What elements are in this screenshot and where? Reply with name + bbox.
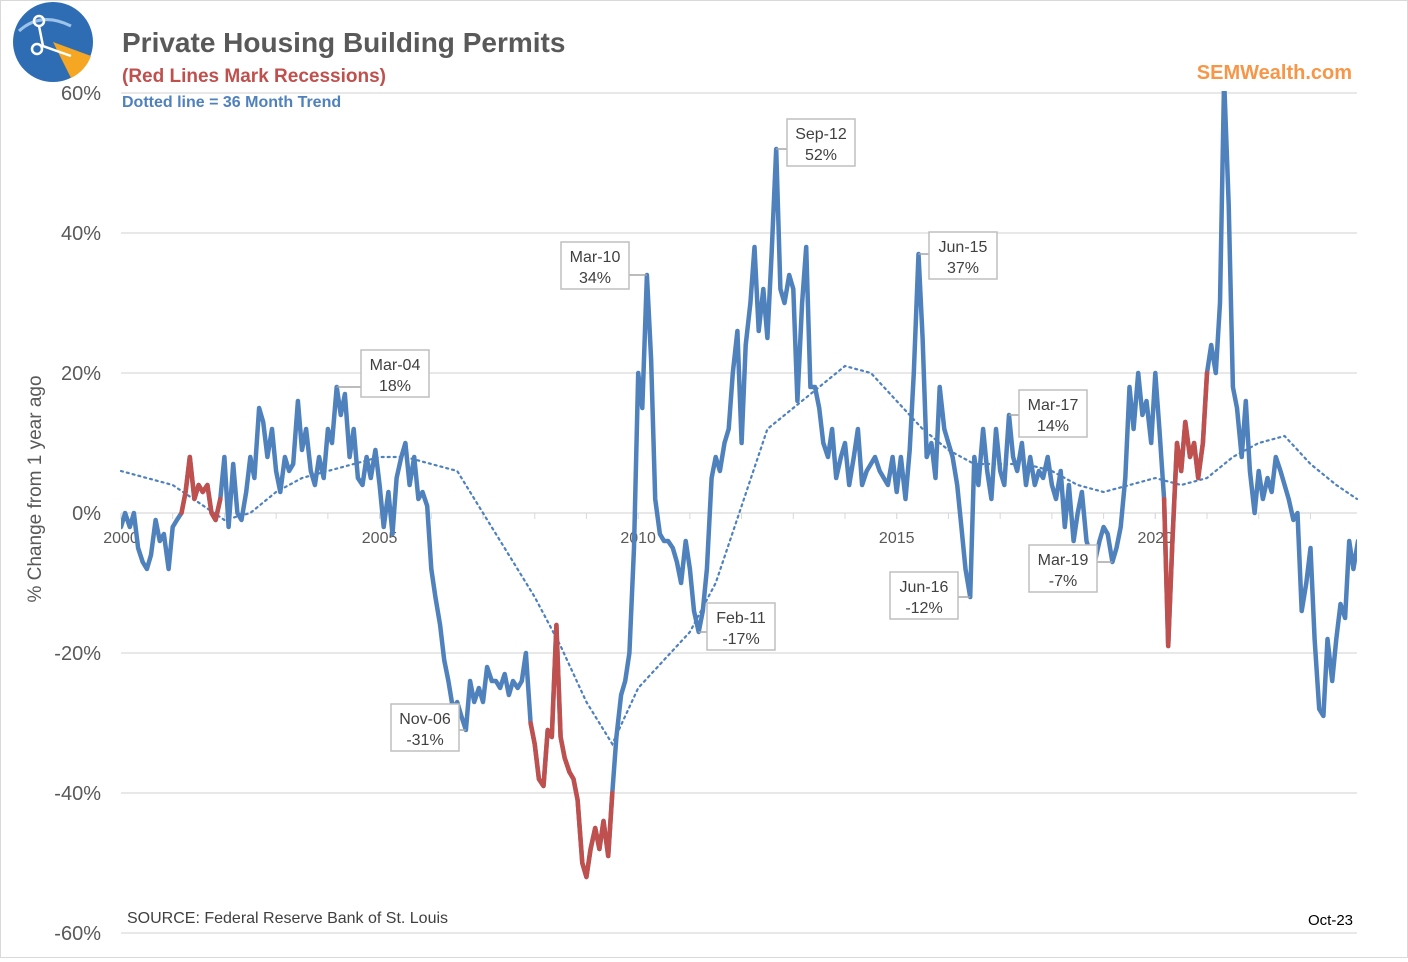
chart-title: Private Housing Building Permits — [122, 27, 565, 58]
callout-value: 14% — [1037, 418, 1069, 435]
y-tick-label: 40% — [61, 223, 101, 245]
x-tick-label: 2015 — [879, 530, 915, 547]
callout-box — [706, 602, 776, 651]
y-axis-ticks: 60% 40% 20% 0% -20% -40% -60% — [54, 83, 101, 945]
trend-line-group — [119, 364, 1359, 747]
callout-date: Jun-15 — [939, 239, 988, 256]
recession-segment — [1161, 496, 1175, 649]
callout-date: Mar-17 — [1028, 397, 1079, 414]
recession-segment — [1170, 370, 1210, 544]
callout-date: Mar-04 — [370, 357, 421, 374]
x-tick-label: 2020 — [1138, 530, 1174, 547]
brand-label: SEMWealth.com — [1197, 62, 1352, 84]
y-tick-label: -40% — [54, 783, 101, 805]
x-tick-label: 2010 — [620, 530, 656, 547]
callout-value: 34% — [579, 270, 611, 287]
date-label: Oct-23 — [1308, 912, 1353, 929]
callout-box — [1028, 544, 1098, 593]
series-line-group — [121, 91, 1357, 880]
annotations-group: Mar-04 18% Nov-06 -31% Mar-10 34% Feb-11 -17% Se… — [336, 118, 1113, 752]
x-tick-label: 2005 — [362, 530, 398, 547]
y-tick-label: -20% — [54, 643, 101, 665]
recession-segment — [179, 454, 223, 523]
callout-box — [560, 241, 630, 290]
series-clip-group — [121, 91, 1357, 880]
callout-value: -12% — [905, 600, 942, 617]
chart-subtitle: (Red Lines Mark Recessions) — [122, 66, 386, 87]
callout-box — [786, 118, 856, 167]
callout-date: Nov-06 — [399, 711, 451, 728]
callout-value: -7% — [1049, 573, 1077, 590]
callout-box — [1018, 389, 1088, 438]
callout-date: Mar-19 — [1038, 552, 1089, 569]
y-tick-label: 60% — [61, 83, 101, 105]
y-tick-label: 0% — [72, 503, 101, 525]
gridlines — [121, 92, 1357, 934]
y-tick-label: 20% — [61, 363, 101, 385]
trend-note: Dotted line = 36 Month Trend — [122, 94, 341, 111]
callout-date: Jun-16 — [900, 579, 949, 596]
callout-date: Mar-10 — [570, 249, 621, 266]
recession-segment — [528, 622, 615, 880]
source-label: SOURCE: Federal Reserve Bank of St. Loui… — [127, 910, 448, 927]
x-tick-label: 2000 — [103, 530, 139, 547]
callout-box — [360, 349, 430, 398]
callout-date: Feb-11 — [716, 610, 766, 627]
y-axis-label: % Change from 1 year ago — [25, 375, 46, 602]
callout-box — [889, 571, 959, 620]
callout-value: 18% — [379, 378, 411, 395]
semwealth-pie-logo — [13, 2, 93, 82]
callout-box — [928, 231, 998, 280]
callout-value: 37% — [947, 260, 979, 277]
trend-line — [119, 364, 1359, 747]
callout-value: 52% — [805, 147, 837, 164]
callout-date: Sep-12 — [795, 126, 847, 143]
callout-value: -17% — [722, 631, 759, 648]
y-tick-label: -60% — [54, 923, 101, 945]
callout-value: -31% — [406, 732, 443, 749]
permits-line — [121, 91, 1357, 880]
callout-box — [390, 703, 460, 752]
